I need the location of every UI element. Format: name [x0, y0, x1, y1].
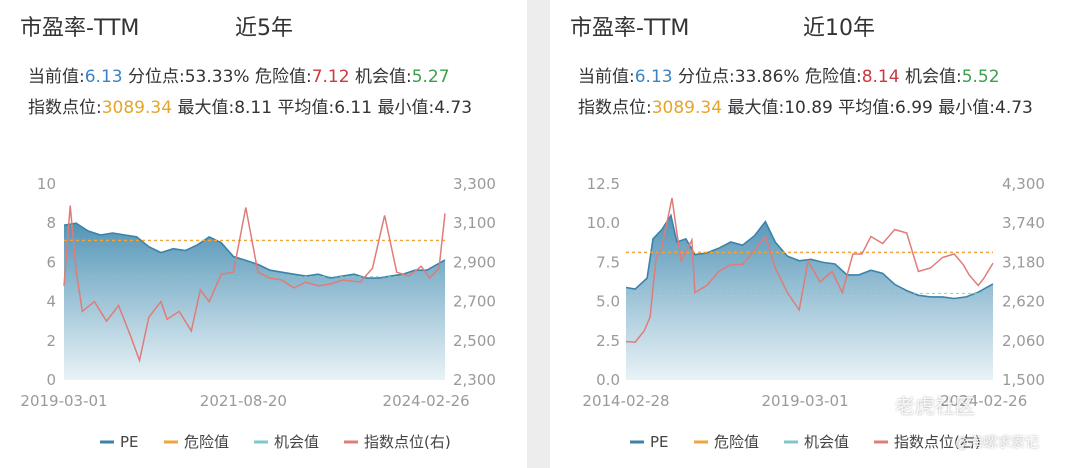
- avg-value: 6.11: [334, 98, 373, 118]
- max-value: 8.11: [234, 98, 273, 118]
- period-label: 近10年: [803, 16, 875, 41]
- pe-area: [64, 223, 445, 380]
- y-left-tick-label: 2.5: [596, 332, 620, 350]
- index-label: 指数点位:: [578, 98, 652, 118]
- percentile-label: 分位点:: [678, 67, 735, 87]
- legend-item: 指数点位(右): [344, 433, 451, 451]
- legend-label: PE: [650, 433, 669, 451]
- x-tick-label: 2021-08-20: [200, 392, 287, 410]
- chance-value: 5.52: [961, 67, 1000, 87]
- index-value: 3089.34: [651, 98, 723, 118]
- current-label: 当前值:: [28, 67, 85, 87]
- y-right-tick-label: 3,300: [453, 175, 496, 193]
- y-right-tick-label: 2,620: [1002, 293, 1045, 311]
- panel-title: 市盈率-TTM: [570, 16, 690, 41]
- legend-label: 机会值: [274, 433, 319, 451]
- legend-item: 机会值: [254, 433, 319, 451]
- index-value: 3089.34: [101, 98, 173, 118]
- chance-label: 机会值:: [354, 67, 412, 87]
- avg-label: 平均值:: [838, 98, 895, 118]
- pe-line: [625, 213, 994, 300]
- period-label: 近5年: [235, 16, 293, 41]
- legend-item: 指数点位(右): [874, 433, 981, 451]
- danger-label: 危险值:: [804, 67, 862, 87]
- chart-panel-10y: 市盈率-TTM 近10年 当前值:6.13 分位点:33.86% 危险值:8.1…: [550, 0, 1080, 468]
- max-label: 最大值:: [727, 98, 785, 118]
- y-left-tick-label: 10.0: [587, 214, 620, 232]
- min-value: 4.73: [995, 98, 1033, 118]
- danger-label: 危险值:: [254, 67, 312, 87]
- y-left-tick-label: 5.0: [596, 293, 620, 311]
- legend-label: 危险值: [714, 433, 759, 451]
- max-value: 10.89: [784, 98, 833, 118]
- x-tick-label: 2024-02-26: [940, 392, 1027, 410]
- y-right-tick-label: 3,100: [453, 214, 496, 232]
- chance-label: 机会值:: [904, 67, 962, 87]
- legend-label: 指数点位(右): [364, 433, 451, 451]
- legend-item: PE: [100, 433, 139, 451]
- legend-label: 机会值: [804, 433, 849, 451]
- min-value: 4.73: [434, 98, 473, 118]
- percentile-label: 分位点:: [128, 67, 185, 87]
- legend-item: 危险值: [164, 433, 229, 451]
- legend-label: 危险值: [184, 433, 229, 451]
- y-left-tick-label: 0: [46, 371, 56, 389]
- panel-title: 市盈率-TTM: [20, 16, 140, 41]
- x-tick-label: 2014-02-28: [582, 392, 669, 410]
- min-label: 最小值:: [377, 98, 435, 118]
- index-label: 指数点位:: [28, 98, 102, 118]
- y-left-tick-label: 10: [37, 175, 56, 193]
- avg-label: 平均值:: [277, 98, 335, 118]
- y-left-tick-label: 0.0: [596, 371, 620, 389]
- y-left-tick-label: 4: [46, 293, 56, 311]
- pe-chart-5y: 0 2 4 6 8 10 2,300 2,500 2,700 2,900 3,100 3,300 201…: [20, 175, 496, 451]
- y-right-tick-label: 2,900: [453, 253, 496, 271]
- y-left-tick-label: 12.5: [587, 175, 620, 193]
- legend-label: PE: [120, 433, 139, 451]
- watermark-logo: 老虎社区: [895, 394, 975, 418]
- pe-chart-10y: 0.0 2.5 5.0 7.5 10.0 12.5 1,500 2,060 2,620 3,180…: [582, 175, 1045, 451]
- pe-area: [626, 215, 993, 380]
- chart-panel-5y: 市盈率-TTM 近5年 当前值:6.13 分位点:53.33% 危险值:7.12…: [0, 0, 527, 468]
- danger-value: 7.12: [311, 67, 350, 87]
- stats-row-1: 当前值:6.13 分位点:33.86% 危险值:8.14 机会值:5.52: [578, 62, 1000, 87]
- y-left-tick-label: 2: [46, 332, 56, 350]
- y-left-tick-label: 8: [46, 214, 56, 232]
- pe-line: [63, 222, 446, 279]
- y-right-tick-label: 2,060: [1002, 332, 1045, 350]
- current-value: 6.13: [634, 67, 673, 87]
- index-line: [625, 197, 994, 343]
- danger-value: 8.14: [861, 67, 900, 87]
- min-label: 最小值:: [938, 98, 995, 118]
- legend-item: PE: [630, 433, 669, 451]
- y-right-tick-label: 2,700: [453, 293, 496, 311]
- legend-label: 指数点位(右): [894, 433, 981, 451]
- stats-row-2: 指数点位:3089.34 最大值:8.11 平均值:6.11 最小值:4.73: [28, 93, 472, 118]
- y-right-tick-label: 2,500: [453, 332, 496, 350]
- y-right-tick-label: 3,180: [1002, 253, 1045, 271]
- y-right-tick-label: 3,740: [1002, 214, 1045, 232]
- chance-value: 5.27: [411, 67, 450, 87]
- stats-row-1: 当前值:6.13 分位点:53.33% 危险值:7.12 机会值:5.27: [28, 62, 450, 87]
- legend-item: 机会值: [784, 433, 849, 451]
- y-right-tick-label: 1,500: [1002, 371, 1045, 389]
- max-label: 最大值:: [177, 98, 235, 118]
- y-left-tick-label: 6: [46, 253, 56, 271]
- x-tick-label: 2019-03-01: [761, 392, 848, 410]
- y-left-tick-label: 7.5: [596, 253, 620, 271]
- legend-item: 危险值: [694, 433, 759, 451]
- current-label: 当前值:: [578, 67, 635, 87]
- x-tick-label: 2024-02-26: [383, 392, 470, 410]
- current-value: 6.13: [84, 67, 123, 87]
- avg-value: 6.99: [895, 98, 933, 118]
- watermark-author: @海螺求索记: [955, 435, 1039, 451]
- stats-row-2: 指数点位:3089.34 最大值:10.89 平均值:6.99 最小值:4.73: [578, 93, 1033, 118]
- percentile-value: 33.86%: [734, 67, 800, 87]
- index-line: [63, 205, 446, 364]
- percentile-value: 53.33%: [184, 67, 250, 87]
- y-right-tick-label: 2,300: [453, 371, 496, 389]
- y-right-tick-label: 4,300: [1002, 175, 1045, 193]
- x-tick-label: 2019-03-01: [20, 392, 107, 410]
